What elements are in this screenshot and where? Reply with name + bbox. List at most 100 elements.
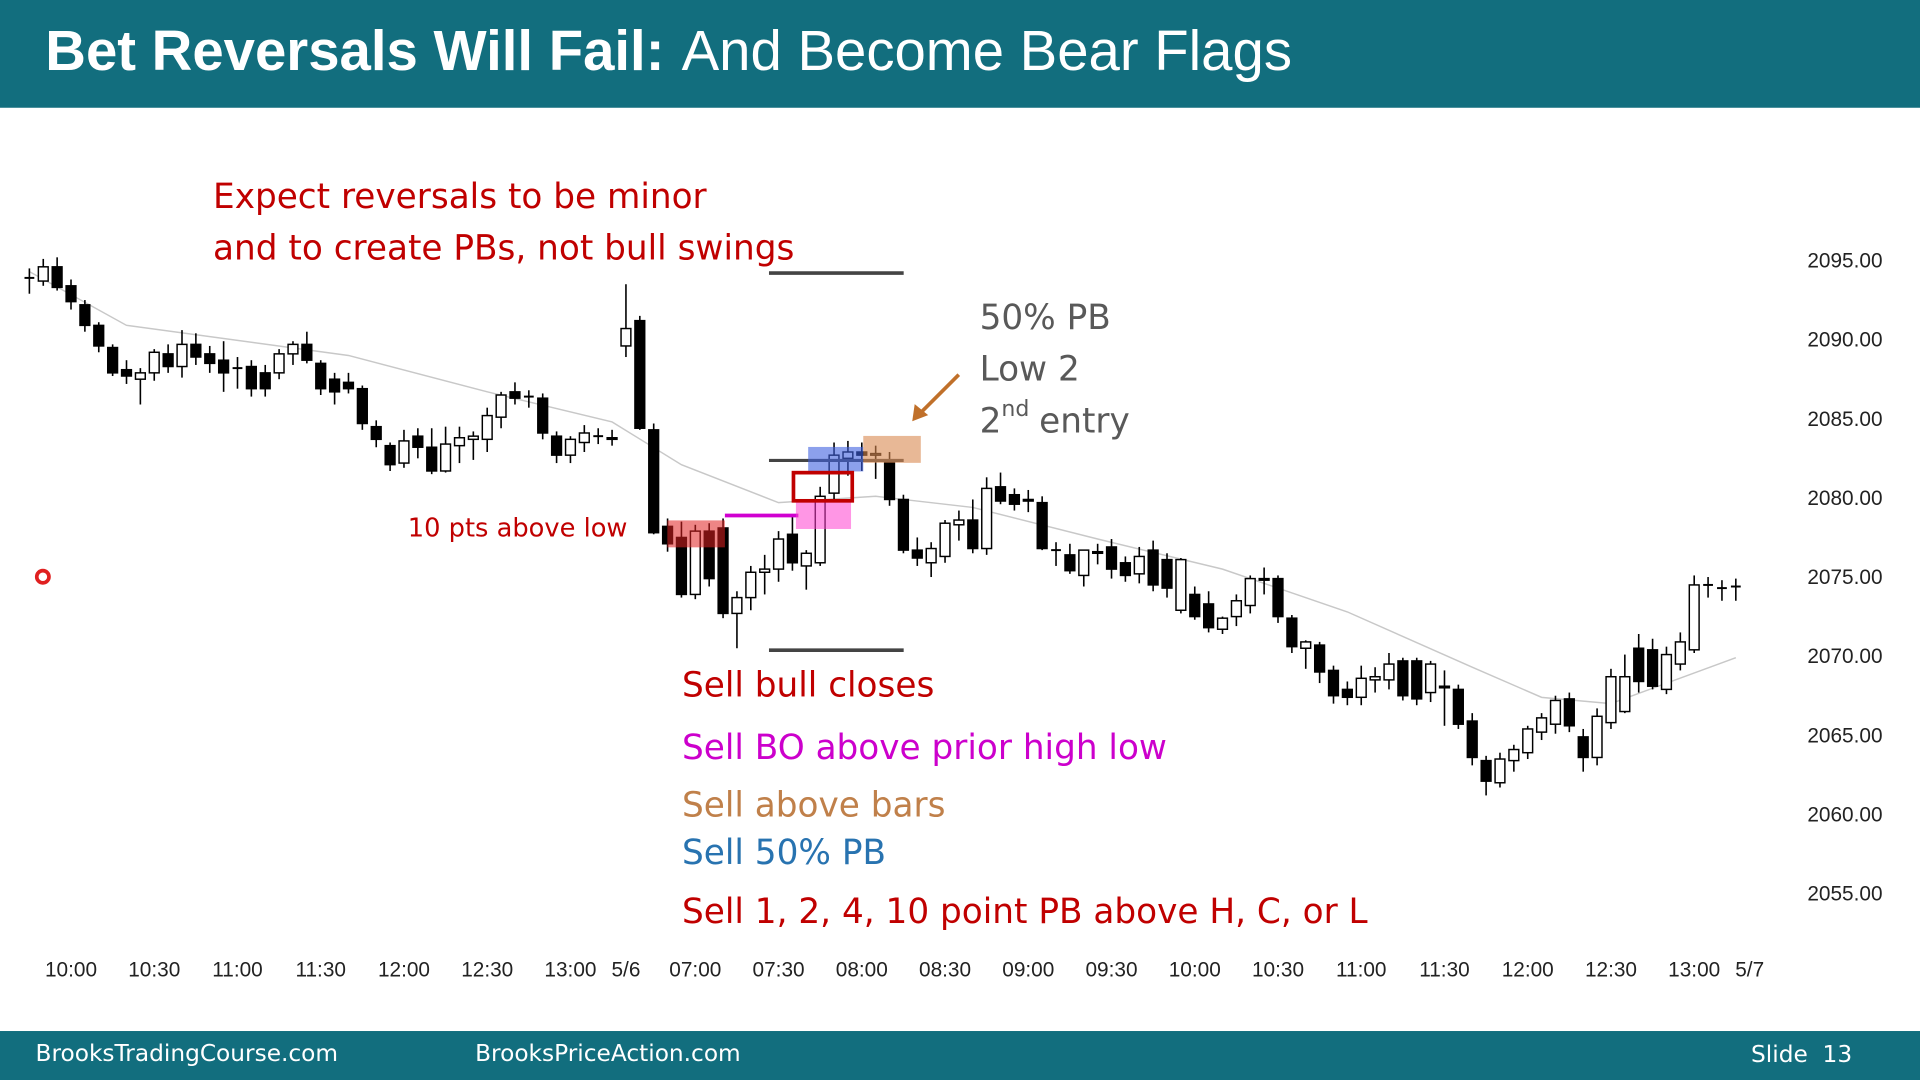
candle-body bbox=[412, 435, 424, 448]
bo-box bbox=[795, 502, 852, 529]
candle-body bbox=[578, 432, 590, 444]
candle-body bbox=[273, 353, 285, 374]
candle-body bbox=[1286, 617, 1298, 648]
title-bold: Bet Reversals Will Fail: bbox=[45, 19, 664, 82]
candle-body bbox=[106, 346, 119, 374]
slide-number: Slide 13 bbox=[1751, 1041, 1852, 1068]
candle-body bbox=[883, 459, 896, 501]
chart: 2095.00 2090.00 2085.00 2080.00 2075.00 2070.… bbox=[29, 250, 1883, 982]
y-tick-label: 2075.00 bbox=[1807, 566, 1882, 589]
candle-body bbox=[772, 538, 785, 570]
candle-body bbox=[1369, 675, 1381, 681]
footer-bar bbox=[0, 1031, 1920, 1080]
candle-body bbox=[1230, 600, 1243, 618]
candle-body bbox=[1646, 649, 1659, 687]
candle-body bbox=[51, 266, 63, 289]
candle-body bbox=[1008, 493, 1021, 505]
y-tick-label: 2095.00 bbox=[1807, 250, 1882, 273]
footer-link: BrooksPriceAction.com bbox=[475, 1040, 741, 1067]
x-tick-label: 12:00 bbox=[1502, 959, 1554, 982]
candle-body bbox=[745, 571, 757, 599]
candle-body bbox=[1563, 698, 1575, 727]
candle-body bbox=[1036, 501, 1048, 550]
candle-body bbox=[1466, 720, 1478, 759]
candle-body bbox=[1605, 675, 1617, 724]
candle-body bbox=[814, 495, 826, 564]
candle-body bbox=[1424, 663, 1437, 694]
candle-body bbox=[398, 440, 410, 464]
annotations: Expect reversals to be minor and to crea… bbox=[213, 177, 1368, 932]
x-tick-label: 07:00 bbox=[669, 959, 721, 982]
candle-body bbox=[495, 394, 507, 418]
candle-body bbox=[1161, 558, 1173, 589]
candle-body bbox=[1577, 736, 1589, 759]
note-part: entry bbox=[1039, 401, 1130, 441]
note: Sell above bars bbox=[682, 785, 945, 825]
candle-body bbox=[384, 444, 396, 466]
x-tick-label: 09:00 bbox=[1002, 959, 1054, 982]
note-sup: nd bbox=[1001, 397, 1029, 422]
candle-body bbox=[1535, 717, 1548, 733]
x-tick-label: 11:30 bbox=[295, 959, 346, 982]
note: Low 2 bbox=[980, 350, 1080, 390]
above-bars-box bbox=[863, 435, 921, 463]
candle-body bbox=[148, 351, 160, 374]
candle-body bbox=[1674, 641, 1686, 665]
candle-body bbox=[953, 519, 965, 526]
candle-body bbox=[1105, 546, 1118, 570]
candle-body bbox=[1216, 617, 1229, 630]
candle-body bbox=[897, 498, 910, 551]
candle-body bbox=[426, 446, 438, 472]
candle-body bbox=[162, 353, 174, 368]
candle-body bbox=[315, 362, 327, 390]
candle-body bbox=[981, 487, 993, 550]
candle-body bbox=[1092, 550, 1104, 555]
y-tick-label: 2070.00 bbox=[1807, 645, 1882, 668]
candle-body bbox=[1119, 562, 1132, 577]
candle-body bbox=[1494, 758, 1506, 784]
pb50-box bbox=[808, 446, 864, 472]
candle-body bbox=[190, 343, 202, 358]
candle-body bbox=[1508, 748, 1520, 762]
candle-body bbox=[1078, 549, 1090, 577]
note: 50% PB bbox=[980, 298, 1111, 338]
candle-body bbox=[1383, 663, 1395, 681]
candle-body bbox=[1522, 728, 1534, 754]
candle-body bbox=[453, 437, 466, 447]
candle-body bbox=[65, 285, 77, 303]
candle-body bbox=[1327, 669, 1340, 697]
x-tick-label: 13:00 bbox=[1668, 959, 1720, 982]
candle-body bbox=[537, 397, 549, 434]
signal-bar-box bbox=[791, 470, 855, 503]
candle-body bbox=[245, 365, 257, 390]
candle-body bbox=[134, 372, 147, 380]
x-tick-label: 11:00 bbox=[212, 959, 263, 982]
candle-body bbox=[939, 522, 951, 558]
candle-body bbox=[176, 343, 188, 368]
candle-body bbox=[439, 443, 452, 472]
candle-body bbox=[259, 372, 271, 390]
x-tick-label: 12:00 bbox=[378, 959, 430, 982]
candle-body bbox=[1313, 644, 1326, 673]
candle-body bbox=[509, 391, 521, 399]
candle-body bbox=[648, 429, 660, 534]
x-tick-label: 11:00 bbox=[1336, 959, 1387, 982]
candle-body bbox=[786, 533, 799, 564]
candle-body bbox=[1438, 685, 1451, 689]
candle-body bbox=[328, 378, 341, 393]
candle-body bbox=[1633, 647, 1645, 683]
y-tick-label: 2065.00 bbox=[1807, 724, 1882, 747]
moving-average bbox=[29, 270, 1737, 705]
candle-body bbox=[1397, 660, 1409, 697]
candle-body bbox=[550, 435, 563, 456]
candle-body bbox=[1660, 653, 1673, 691]
candle-body bbox=[1300, 641, 1312, 649]
candle-body bbox=[1411, 660, 1423, 700]
candle-body bbox=[606, 437, 618, 441]
candle-body bbox=[1244, 577, 1256, 607]
candle-body bbox=[1341, 688, 1353, 699]
candle-body bbox=[467, 435, 479, 441]
candle-body bbox=[1064, 554, 1076, 572]
slide-title: Bet Reversals Will Fail: And Become Bear … bbox=[45, 19, 1292, 82]
